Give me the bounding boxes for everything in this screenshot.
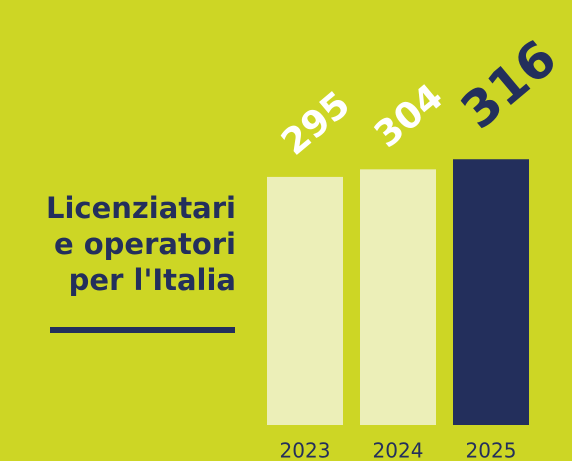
chart-title: Licenziatari: [46, 191, 236, 225]
x-tick-label: 2025: [466, 439, 517, 461]
x-tick-label: 2024: [373, 439, 424, 461]
bar: [267, 176, 343, 425]
bar: [360, 169, 436, 425]
bar: [453, 159, 529, 425]
chart-title: per l'Italia: [69, 263, 236, 297]
divider: [50, 327, 235, 333]
chart-title: e operatori: [54, 227, 236, 261]
x-tick-label: 2023: [280, 439, 331, 461]
